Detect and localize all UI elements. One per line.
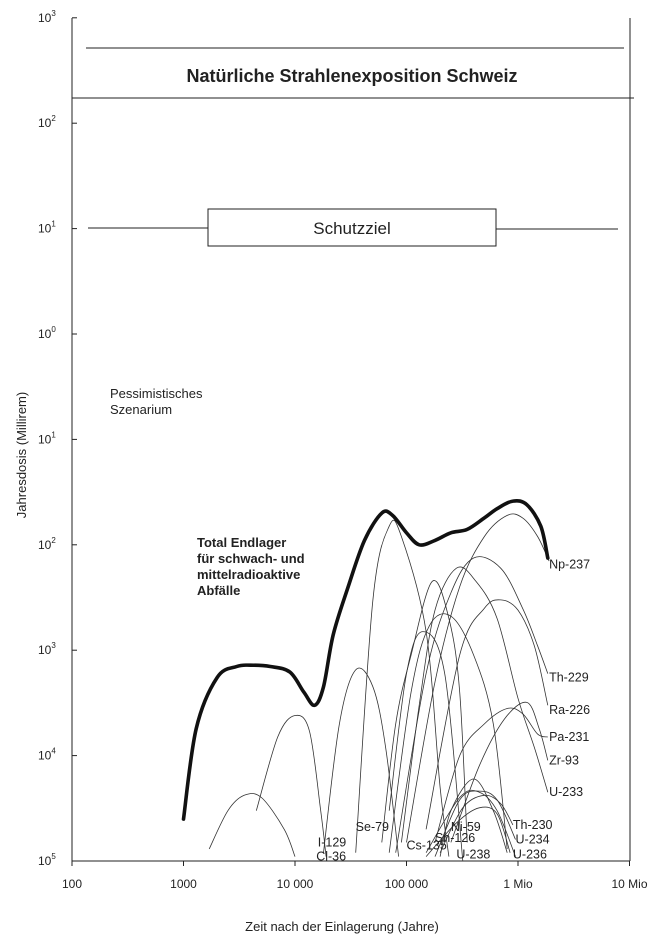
y-tick-label: 102 — [38, 536, 56, 552]
curve-ra-226 — [425, 599, 549, 830]
curve-u-238 — [425, 806, 511, 857]
scenario-annotation: Pessimistisches Szenarium — [110, 386, 206, 417]
curve-cl-36 — [208, 793, 296, 857]
x-tick-label: 10 000 — [277, 877, 314, 891]
label-se-79: Se-79 — [356, 820, 389, 834]
curve-cs-135 — [381, 580, 468, 843]
total-line-2: für schwach- und — [197, 551, 305, 566]
curve-i-129 — [255, 714, 327, 857]
scenario-line-2: Szenarium — [110, 402, 172, 417]
label-sn-126: Sn-126 — [435, 831, 475, 845]
natural-exposure-band: Natürliche Strahlenexposition Schweiz — [72, 47, 634, 99]
label-th-229: Th-229 — [549, 671, 589, 685]
y-tick-label: 101 — [38, 430, 56, 446]
y-tick-label: 103 — [38, 641, 56, 657]
x-axis-title: Zeit nach der Einlagerung (Jahre) — [245, 919, 439, 934]
y-tick-label: 105 — [38, 852, 56, 868]
band-label: Natürliche Strahlenexposition Schweiz — [186, 66, 517, 86]
y-axis-title: Jahresdosis (Millirem) — [14, 392, 29, 518]
label-np-237: Np-237 — [549, 558, 590, 572]
curve-u-233 — [401, 566, 549, 843]
label-ra-226: Ra-226 — [549, 703, 590, 717]
y-tick-label: 103 — [38, 9, 56, 25]
total-annotation: Total Endlager für schwach- und mittelra… — [197, 535, 308, 598]
x-tick-label: 100 — [62, 877, 82, 891]
label-cl-36: Cl-36 — [316, 850, 346, 864]
total-line-4: Abfälle — [197, 583, 240, 598]
curve-ni-59 — [439, 778, 508, 857]
x-tick-label: 10 Mio — [611, 877, 647, 891]
label-u-238: U-238 — [456, 848, 490, 862]
y-tick-label: 100 — [38, 325, 56, 341]
y-tick-label: 102 — [38, 114, 56, 130]
label-u-234: U-234 — [516, 832, 550, 846]
curve-tc-99 — [388, 631, 464, 862]
curve-se-79 — [323, 667, 399, 857]
x-tick-label: 1000 — [170, 877, 197, 891]
scenario-line-1: Pessimistisches — [110, 386, 203, 401]
total-line-1: Total Endlager — [197, 535, 286, 550]
axis-ticks: 100 1000 10 000 100 000 1 Mio 10 Mio 103 102 101… — [38, 9, 648, 891]
y-tick-label: 101 — [38, 220, 56, 236]
curve-u-236 — [425, 789, 516, 857]
label-i-129: I-129 — [318, 835, 347, 849]
label-u-236: U-236 — [513, 848, 547, 862]
x-tick-label: 100 000 — [385, 877, 429, 891]
label-th-230: Th-230 — [513, 818, 553, 832]
curve-th-229 — [395, 556, 549, 853]
y-tick-label: 104 — [38, 747, 56, 763]
nuclide-labels: Np-237 Th-229 Ra-226 Pa-231 Zr-93 U-233 Th-230… — [316, 558, 590, 864]
curve-pa-231 — [434, 707, 548, 843]
label-zr-93: Zr-93 — [549, 753, 579, 767]
curve-zr-93 — [450, 701, 549, 843]
curve-c-14 — [355, 519, 450, 857]
label-cs-135: Cs-135 — [407, 839, 447, 853]
label-pa-231: Pa-231 — [549, 730, 589, 744]
nuclide-curves — [208, 513, 550, 862]
curve-sn-126 — [388, 613, 508, 853]
total-line-3: mittelradioaktive — [197, 567, 300, 582]
total-curve — [181, 498, 550, 821]
label-ni-59: Ni-59 — [451, 820, 481, 834]
total-curve-group — [181, 498, 550, 821]
schutzziel-label: Schutzziel — [313, 219, 390, 238]
label-u-233: U-233 — [549, 785, 583, 799]
schutzziel-reference: Schutzziel — [88, 208, 618, 247]
x-tick-label: 1 Mio — [503, 877, 533, 891]
